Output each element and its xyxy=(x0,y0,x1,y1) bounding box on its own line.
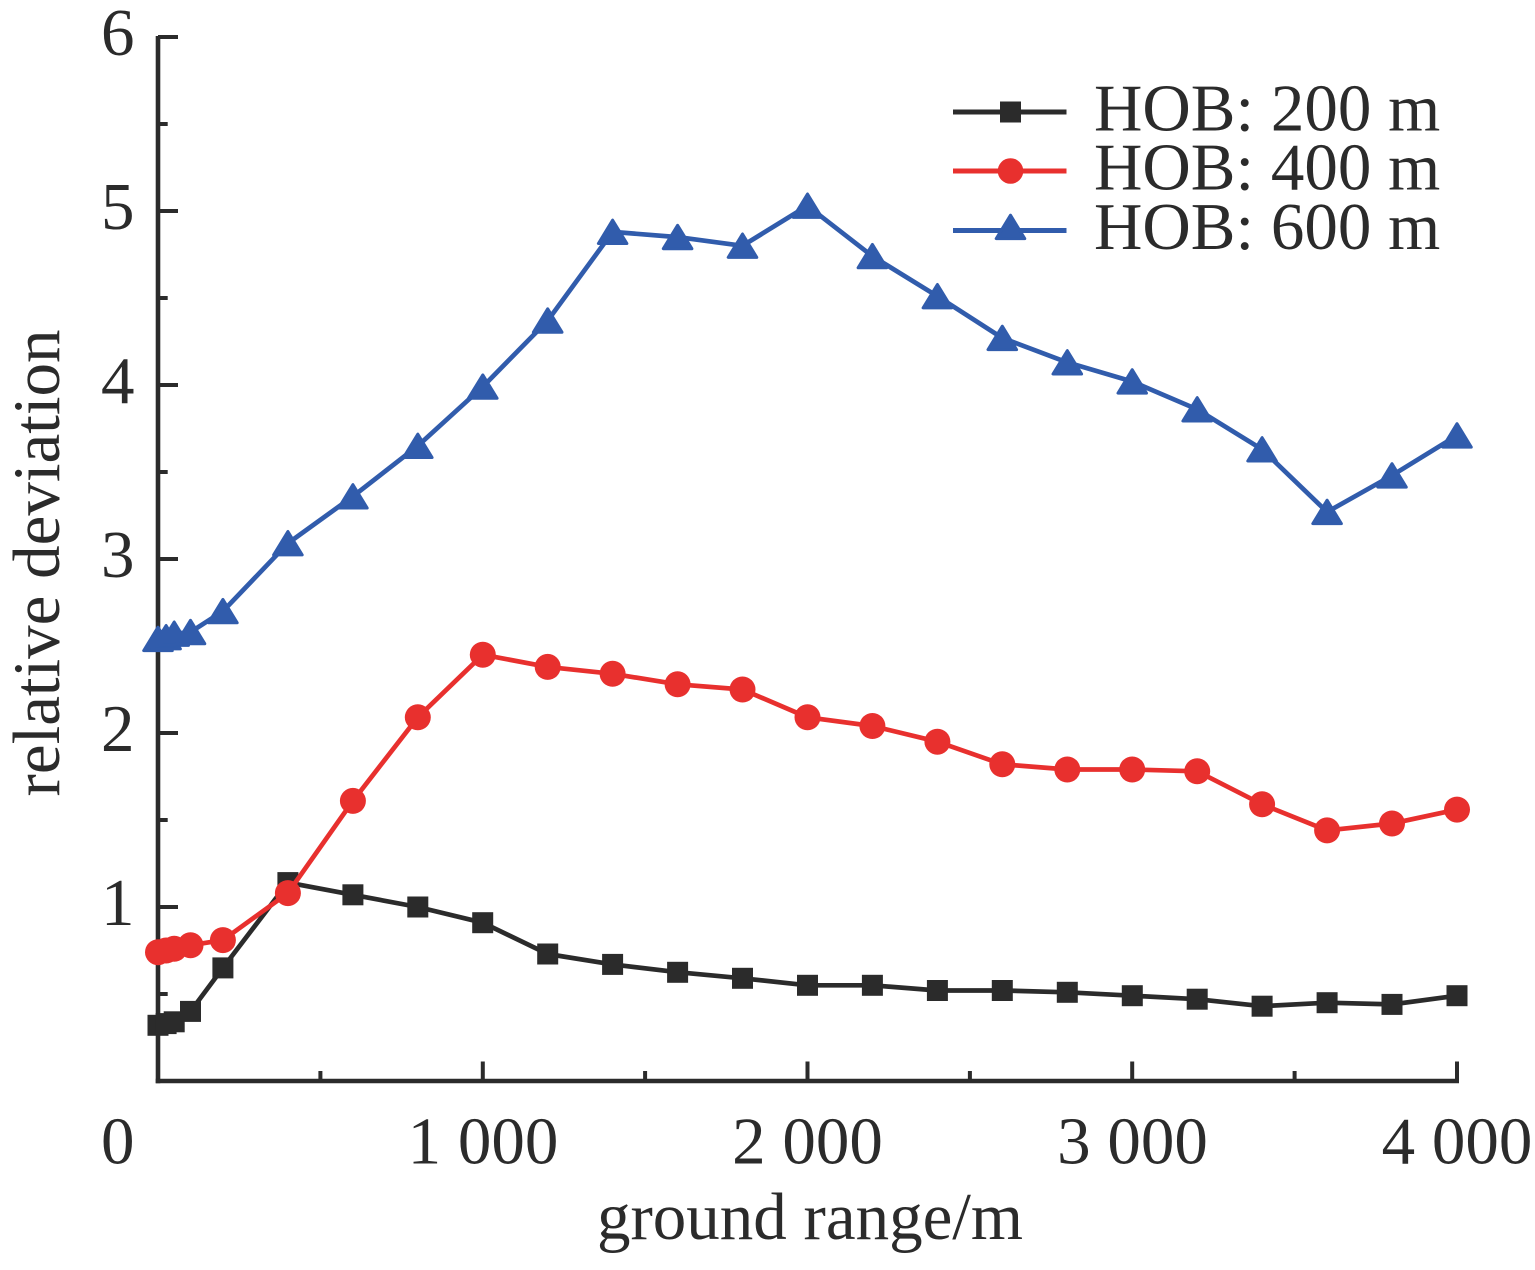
svg-text:1: 1 xyxy=(101,866,135,940)
svg-text:5: 5 xyxy=(101,170,135,244)
svg-text:4: 4 xyxy=(101,344,135,418)
svg-text:3: 3 xyxy=(101,518,135,592)
svg-text:6: 6 xyxy=(101,0,135,70)
svg-text:4 000: 4 000 xyxy=(1382,1105,1533,1179)
svg-text:relative deviation: relative deviation xyxy=(0,330,74,797)
svg-text:ground range/m: ground range/m xyxy=(597,1180,1023,1254)
svg-text:HOB: 600 m: HOB: 600 m xyxy=(1094,190,1440,264)
svg-text:HOB: 400 m: HOB: 400 m xyxy=(1094,131,1440,205)
svg-text:2: 2 xyxy=(101,692,135,766)
svg-text:1 000: 1 000 xyxy=(408,1105,559,1179)
svg-text:HOB: 200 m: HOB: 200 m xyxy=(1094,72,1440,146)
svg-text:3 000: 3 000 xyxy=(1057,1105,1208,1179)
svg-text:2 000: 2 000 xyxy=(732,1105,883,1179)
svg-text:0: 0 xyxy=(101,1105,135,1179)
